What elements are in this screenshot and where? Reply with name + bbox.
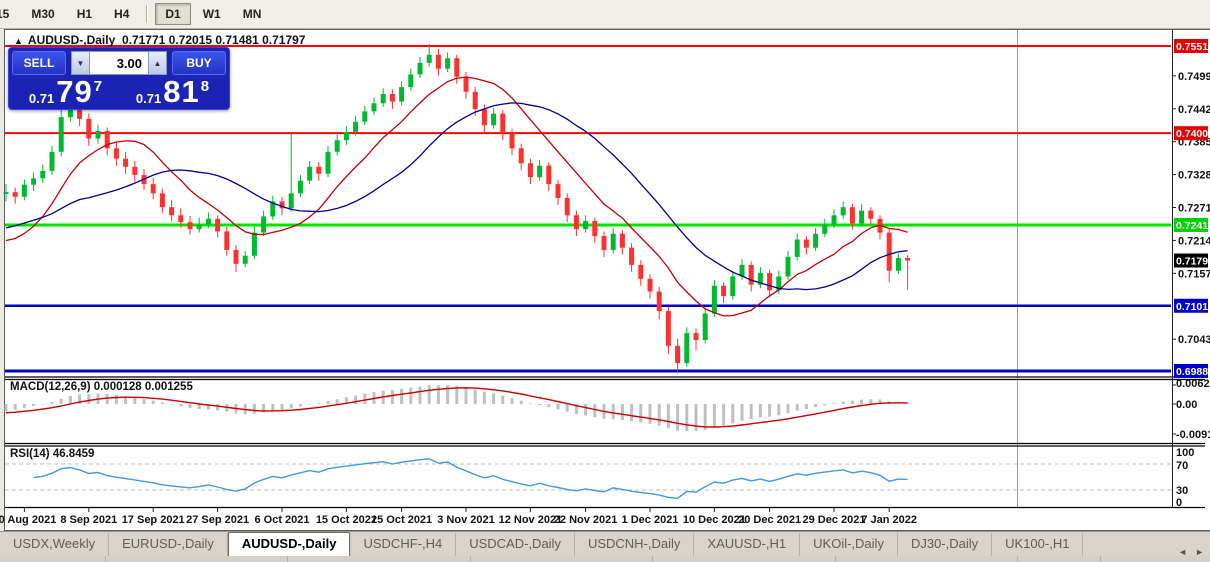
buy-button[interactable]: BUY xyxy=(172,51,226,75)
date-axis-label: 25 Oct 2021 xyxy=(371,514,432,526)
date-axis-label: 1 Dec 2021 xyxy=(622,514,679,526)
date-axis-label: 17 Sep 2021 xyxy=(122,514,185,526)
date-axis-label: 7 Jan 2022 xyxy=(861,514,917,526)
date-axis-label: 6 Oct 2021 xyxy=(254,514,309,526)
price-scale-label: 0.74995 xyxy=(1178,71,1210,83)
rsi-scale-label: 30 xyxy=(1176,485,1188,497)
price-scale-label: 0.73285 xyxy=(1178,170,1210,182)
chart-title-ohlc: 0.71771 0.72015 0.71481 0.71797 xyxy=(121,33,306,47)
price-scale-label: 0.70435 xyxy=(1178,334,1210,346)
tab-scroll-arrows: ◄ ► xyxy=(1178,547,1210,557)
date-axis-label: 10 Dec 2021 xyxy=(683,514,746,526)
status-strip-separator xyxy=(287,556,288,562)
timeframe-button-m30[interactable]: M30 xyxy=(31,7,55,21)
date-axis-label: 30 Aug 2021 xyxy=(0,514,56,526)
price-marker-0.71013: 0.71013 xyxy=(1176,301,1210,313)
chart-tab-usdx-weekly[interactable]: USDX,Weekly xyxy=(0,533,110,557)
timeframe-button-h1[interactable]: H1 xyxy=(76,7,93,21)
status-strip-separator xyxy=(470,556,471,562)
buy-price-pipette: 8 xyxy=(200,78,210,95)
price-marker-0.74002: 0.74002 xyxy=(1176,128,1210,140)
chart-tab-usdchf-h4[interactable]: USDCHF-,H4 xyxy=(350,533,457,557)
status-strip-separator xyxy=(652,556,653,562)
price-marker-0.75512: 0.75512 xyxy=(1176,41,1210,53)
chart-title: ▲ AUDUSD-,Daily 0.71771 0.72015 0.71481 0… xyxy=(14,33,305,47)
timeframe-button-15[interactable]: 15 xyxy=(0,7,10,21)
date-axis-label: 29 Dec 2021 xyxy=(803,514,866,526)
rsi-label: RSI(14) 46.8459 xyxy=(10,448,95,460)
timeframe-toolbar: 15 M30 H1 H4 D1 W1 MN xyxy=(0,0,1210,29)
volume-increase-button[interactable]: ▲ xyxy=(148,51,167,75)
price-marker-0.69884: 0.69884 xyxy=(1176,366,1210,378)
buy-price-big: 81 xyxy=(163,74,200,109)
chart-tab-uk100-h1[interactable]: UK100-,H1 xyxy=(992,533,1084,557)
status-strip-separator xyxy=(1017,556,1018,562)
chart-tab-usdcnh-daily[interactable]: USDCNH-,Daily xyxy=(575,533,695,557)
timeframe-button-h4[interactable]: H4 xyxy=(114,7,130,21)
bottom-status-strip xyxy=(0,556,1210,562)
date-axis-label: 15 Oct 2021 xyxy=(316,514,377,526)
status-strip-separator xyxy=(835,556,836,562)
buy-price-prefix: 0.71 xyxy=(135,91,162,106)
macd-label: MACD(12,26,9) 0.000128 0.001255 xyxy=(10,381,193,393)
price-scale-label: 0.72715 xyxy=(1178,202,1210,214)
chart-tab-audusd-daily[interactable]: AUDUSD-,Daily xyxy=(227,532,351,557)
one-click-trade-panel: SELL ▼ ▲ BUY 0.71 79 7 0.71 81 8 xyxy=(8,47,230,110)
sell-price-pipette: 7 xyxy=(93,78,103,95)
price-scale-label: 0.72145 xyxy=(1178,235,1210,247)
status-strip-separator xyxy=(105,556,106,562)
chart-tab-dj30-daily[interactable]: DJ30-,Daily xyxy=(898,533,993,557)
tab-scroll-right-icon[interactable]: ► xyxy=(1195,547,1204,557)
date-axis-label: 3 Nov 2021 xyxy=(437,514,494,526)
chart-tab-eurusd-daily[interactable]: EURUSD-,Daily xyxy=(109,533,228,557)
sell-price-big: 79 xyxy=(56,74,93,109)
rsi-scale-label: 100 xyxy=(1176,447,1194,459)
collapse-triangle-icon[interactable]: ▲ xyxy=(14,36,23,46)
timeframe-button-w1[interactable]: W1 xyxy=(202,7,221,21)
tab-scroll-left-icon[interactable]: ◄ xyxy=(1178,547,1188,557)
chart-title-symbol: AUDUSD-,Daily xyxy=(27,33,116,47)
macd-scale-label: -0.009197 xyxy=(1176,429,1210,441)
date-axis-label: 8 Sep 2021 xyxy=(60,514,117,526)
rsi-scale-label: 0 xyxy=(1176,497,1182,509)
date-axis-label: 20 Dec 2021 xyxy=(738,514,801,526)
date-axis-label: 22 Nov 2021 xyxy=(554,514,618,526)
sell-button[interactable]: SELL xyxy=(12,51,66,75)
status-strip-separator xyxy=(1100,556,1101,562)
price-marker-0.72412: 0.72412 xyxy=(1176,220,1210,232)
chart-tab-xauusd-h1[interactable]: XAUUSD-,H1 xyxy=(694,533,801,557)
toolbar-separator xyxy=(146,5,149,23)
buy-quote[interactable]: 0.71 81 8 xyxy=(119,74,226,109)
rsi-scale-label: 70 xyxy=(1176,460,1188,472)
volume-input[interactable] xyxy=(90,51,148,75)
macd-scale-label: 0.006201 xyxy=(1176,378,1210,390)
price-scale-label: 0.71575 xyxy=(1178,268,1210,280)
chart-tab-bar: USDX,Weekly EURUSD-,Daily AUDUSD-,Daily USD… xyxy=(0,531,1210,557)
macd-scale-label: 0.00 xyxy=(1176,399,1197,411)
price-marker-0.71797: 0.71797 xyxy=(1176,256,1210,268)
sell-price-prefix: 0.71 xyxy=(28,91,55,106)
price-scale-label: 0.74425 xyxy=(1178,104,1210,116)
timeframe-button-mn[interactable]: MN xyxy=(242,7,262,21)
chart-tab-ukoil-daily[interactable]: UKOil-,Daily xyxy=(800,533,898,557)
sell-quote[interactable]: 0.71 79 7 xyxy=(12,74,119,109)
timeframe-button-d1[interactable]: D1 xyxy=(155,3,191,25)
date-axis-label: 27 Sep 2021 xyxy=(186,514,249,526)
date-axis-label: 12 Nov 2021 xyxy=(499,514,563,526)
volume-decrease-button[interactable]: ▼ xyxy=(71,51,90,75)
chart-tab-usdcad-daily[interactable]: USDCAD-,Daily xyxy=(456,533,575,557)
